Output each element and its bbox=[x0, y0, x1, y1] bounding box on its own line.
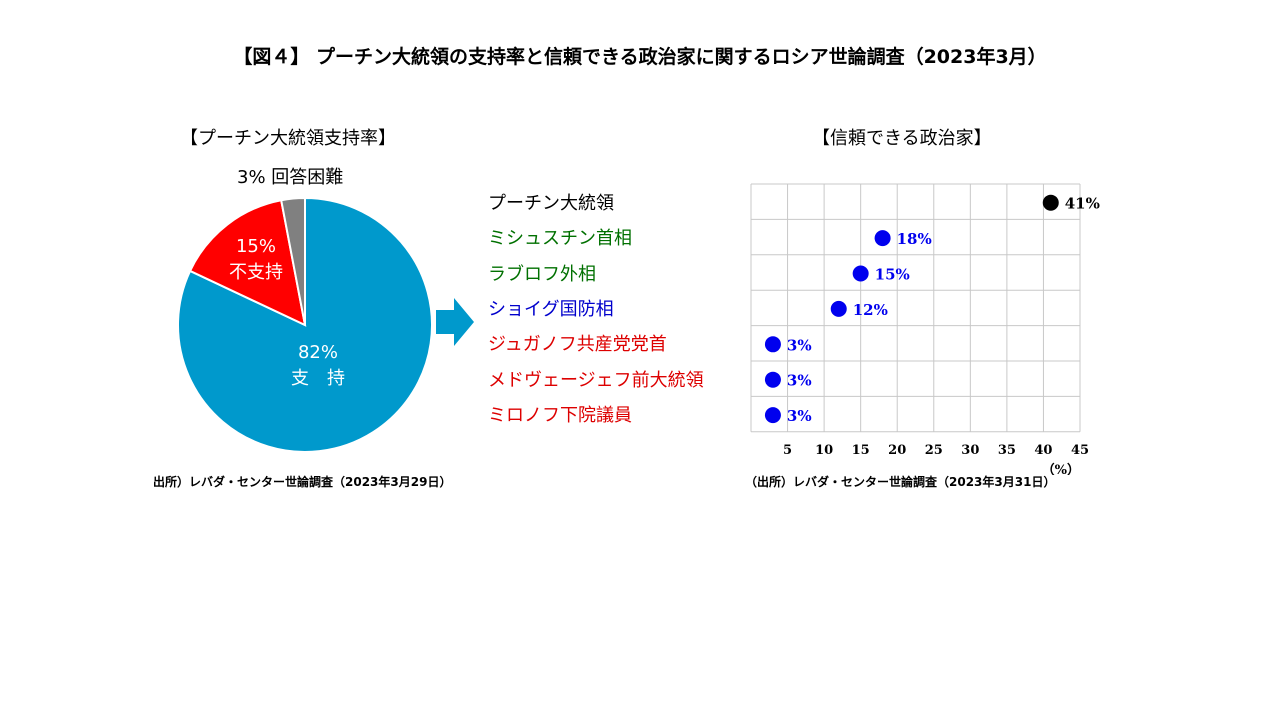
right-arrow-icon bbox=[436, 298, 474, 350]
x-tick-label: 35 bbox=[998, 443, 1016, 458]
data-point bbox=[874, 230, 891, 247]
data-label: 12% bbox=[853, 301, 888, 319]
data-label: 3% bbox=[787, 372, 812, 390]
data-point bbox=[764, 336, 781, 353]
data-label: 3% bbox=[787, 407, 812, 425]
politician-name: ミロノフ下院議員 bbox=[488, 405, 632, 427]
x-tick-label: 45 bbox=[1071, 443, 1089, 458]
data-label: 18% bbox=[897, 230, 932, 248]
support-pie-chart: 82% 支 持 15% 不支持 bbox=[170, 190, 440, 460]
x-tick-label: 15 bbox=[852, 443, 870, 458]
x-tick-label: 10 bbox=[815, 443, 833, 458]
politician-name: ミシュスチン首相 bbox=[488, 228, 632, 250]
politician-name: プーチン大統領 bbox=[488, 192, 614, 214]
data-label: 41% bbox=[1065, 195, 1100, 213]
data-label: 3% bbox=[787, 336, 812, 354]
data-point bbox=[764, 407, 781, 424]
pie-label-no-answer: 3% 回答困難 bbox=[237, 167, 344, 188]
pie-slice-oppose bbox=[188, 199, 307, 327]
x-tick-label: 25 bbox=[925, 443, 943, 458]
x-tick-label: 20 bbox=[888, 443, 906, 458]
x-tick-label: 5 bbox=[783, 443, 792, 458]
pie-source-note: 出所）レバダ・センター世論調査（2023年3月29日） bbox=[153, 475, 452, 489]
data-label: 15% bbox=[875, 266, 910, 284]
page-title: 【図４】 プーチン大統領の支持率と信頼できる政治家に関するロシア世論調査（202… bbox=[233, 46, 1047, 68]
dot-source-note: （出所）レバダ・センター世論調査（2023年3月31日） bbox=[745, 475, 1056, 489]
politician-name: ラブロフ外相 bbox=[488, 263, 596, 285]
pie-slice-no-answer bbox=[280, 196, 306, 326]
pie-chart-title: 【プーチン大統領支持率】 bbox=[180, 128, 396, 149]
data-point bbox=[1042, 194, 1059, 211]
politician-name: メドヴェージェフ前大統領 bbox=[488, 369, 704, 391]
data-point bbox=[830, 300, 847, 317]
data-point bbox=[852, 265, 869, 282]
pie-label-support-name: 支 持 bbox=[291, 368, 345, 389]
x-tick-label: 30 bbox=[961, 443, 979, 458]
dot-chart-title: 【信頼できる政治家】 bbox=[812, 128, 992, 149]
politician-name: ショイグ国防相 bbox=[488, 298, 614, 320]
politician-name: ジュガノフ共産党党首 bbox=[488, 334, 667, 356]
pie-slice-support bbox=[177, 196, 433, 453]
data-point bbox=[764, 371, 781, 388]
trust-dot-plot: 5 10 15 20 25 30 35 40 45 （%） 41% 18% 15% 12% 3% 3% 3% bbox=[740, 175, 1110, 479]
x-unit-label: （%） bbox=[1042, 462, 1080, 475]
pie-label-oppose-value: 15% bbox=[236, 236, 276, 257]
x-tick-label: 40 bbox=[1034, 443, 1052, 458]
pie-label-support-value: 82% bbox=[298, 342, 338, 363]
pie-label-oppose-name: 不支持 bbox=[229, 262, 283, 283]
